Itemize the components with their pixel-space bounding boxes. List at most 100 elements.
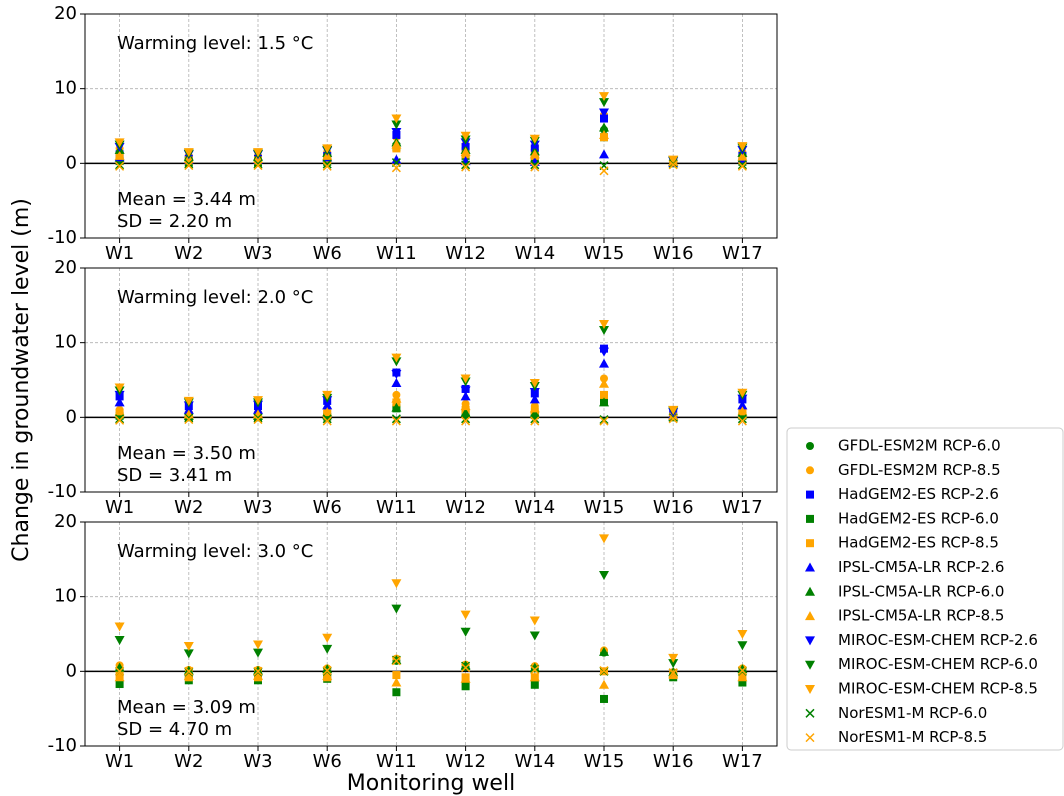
x-tick-label: W17 [722,243,763,264]
legend-label: HadGEM2-ES RCP-6.0 [838,509,999,527]
data-point [460,131,471,141]
data-point [391,114,402,124]
data-point [599,129,609,139]
y-tick-label: -10 [48,735,77,756]
data-point [530,160,540,170]
x-tick-label: W15 [584,751,625,772]
data-point [599,149,609,159]
annotation: Warming level: 2.0 °C [117,287,313,308]
data-point [391,579,402,589]
x-tick-label: W11 [376,243,417,264]
data-point [737,630,748,639]
x-tick-label: W2 [174,497,203,518]
annotation: Warming level: 1.5 °C [117,33,313,54]
data-point [184,413,194,423]
data-point [391,677,402,687]
legend-marker [805,708,815,718]
data-point [183,148,194,158]
data-point [737,142,748,152]
data-point [599,358,609,368]
data-point [392,671,401,680]
data-point [529,672,540,682]
data-point [737,641,748,651]
x-tick-label: W12 [445,751,486,772]
legend-box [786,427,1064,751]
data-point [253,413,263,423]
data-point [461,162,471,172]
data-point [322,144,333,154]
legend-label: MIROC-ESM-CHEM RCP-8.5 [838,680,1038,698]
x-tick-label: W12 [445,497,486,518]
data-point [253,396,263,406]
y-tick-label: 10 [54,78,77,99]
annotation: Mean = 3.44 m [117,189,256,210]
y-tick-label: 10 [54,586,77,607]
data-point [599,320,609,329]
legend-label: IPSL-CM5A-LR RCP-2.6 [838,558,1004,576]
data-point [529,387,540,397]
data-point [322,407,333,417]
data-point [599,325,609,335]
data-point [668,653,679,663]
x-tick-label: W15 [584,497,625,518]
data-point [599,679,609,689]
x-tick-label: W14 [514,497,555,518]
data-point [253,415,263,425]
data-point [529,134,540,144]
data-point [115,666,125,676]
data-point [461,414,471,424]
data-point [391,393,402,403]
x-tick-label: W3 [243,497,272,518]
data-point [529,394,540,404]
data-point [461,160,471,170]
data-point [391,377,402,387]
data-point [460,660,471,670]
data-point [530,665,540,675]
data-point [599,666,609,676]
data-point [322,414,332,424]
y-tick-label: 10 [54,332,77,353]
data-point [253,148,263,158]
x-tick-label: W6 [313,243,342,264]
data-point [461,661,471,671]
annotation: SD = 4.70 m [117,719,232,740]
data-point [668,405,679,415]
plot-frame [84,267,778,493]
data-point [599,122,609,132]
x-tick-label: W16 [653,751,694,772]
data-point [461,682,470,691]
legend-marker [805,660,815,670]
data-point [391,414,401,424]
data-point [183,665,194,675]
data-point [460,627,471,637]
legend-marker [805,636,815,646]
data-point [114,622,125,632]
data-point [183,670,194,680]
data-point [600,390,608,399]
data-point [737,672,748,682]
data-point [184,415,194,425]
data-point [460,147,471,157]
x-tick-label: W3 [243,751,272,772]
y-axis-label: Change in groundwater level (m) [9,198,34,562]
x-tick-label: W16 [653,243,694,264]
data-point [737,414,747,424]
x-tick-label: W6 [313,751,342,772]
data-point [115,680,124,689]
data-point [322,670,333,680]
data-point [461,416,471,426]
data-point [737,664,748,674]
data-point [461,663,471,673]
x-tick-label: W2 [174,243,203,264]
legend-marker [806,442,814,450]
data-point [183,641,194,651]
data-point [599,347,609,357]
data-point [115,160,125,170]
x-tick-label: W3 [243,243,272,264]
annotation: SD = 2.20 m [117,211,232,232]
data-point [599,98,609,108]
plot-frame [84,521,778,747]
data-point [529,631,540,641]
legend-marker [805,611,815,621]
